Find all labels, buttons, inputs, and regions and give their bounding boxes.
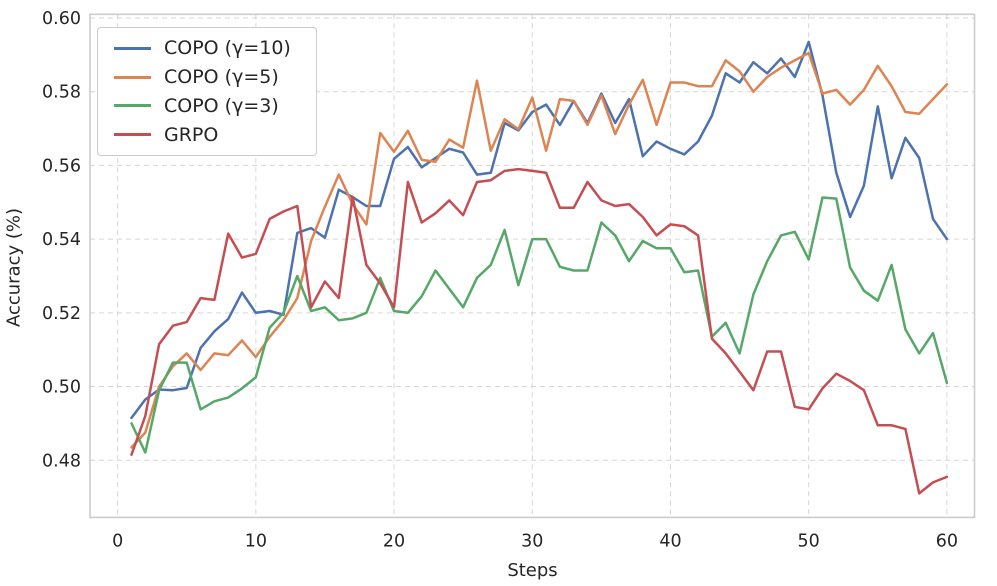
x-tick-label: 50 (798, 531, 820, 551)
legend-entry: COPO (γ=3) (114, 95, 306, 117)
legend-line-swatch (114, 75, 151, 79)
legend-label: COPO (γ=10) (164, 37, 291, 60)
y-axis-label: Accuracy (%) (3, 207, 25, 328)
series-line-copo-g3 (130, 196, 949, 454)
y-tick-label: 0.48 (42, 451, 81, 471)
series-lines (130, 40, 949, 495)
y-tick-label: 0.56 (42, 156, 81, 176)
legend: COPO (γ=10) COPO (γ=5) COPO (γ=3) GRPO (97, 27, 317, 156)
legend-line-swatch (114, 46, 151, 50)
legend-label: GRPO (164, 123, 219, 146)
legend-label: COPO (γ=3) (164, 94, 279, 117)
legend-label: COPO (γ=5) (164, 66, 279, 89)
x-tick-label: 40 (659, 531, 681, 551)
legend-entry: COPO (γ=5) (114, 66, 306, 88)
x-tick-label: 0 (112, 531, 123, 551)
legend-entry: GRPO (114, 124, 306, 146)
x-axis-label: Steps (507, 560, 558, 581)
x-tick-label: 10 (245, 531, 267, 551)
y-tick-label: 0.52 (42, 304, 81, 324)
series-line-copo-g10 (130, 40, 949, 420)
y-tick-labels: 0.48 0.50 0.52 0.54 0.56 0.58 0.60 (42, 9, 81, 471)
y-tick-label: 0.60 (42, 9, 81, 29)
legend-entry: COPO (γ=10) (114, 37, 306, 59)
series-line-grpo (130, 167, 949, 495)
y-tick-label: 0.58 (42, 83, 81, 103)
y-tick-label: 0.54 (42, 230, 81, 250)
legend-line-swatch (114, 133, 151, 137)
x-tick-label: 20 (383, 531, 405, 551)
x-tick-label: 60 (936, 531, 958, 551)
legend-line-swatch (114, 104, 151, 108)
x-tick-label: 30 (521, 531, 543, 551)
x-tick-labels: 0 10 20 30 40 50 60 (112, 531, 958, 551)
plot-border (89, 13, 976, 519)
y-tick-label: 0.50 (42, 378, 81, 398)
